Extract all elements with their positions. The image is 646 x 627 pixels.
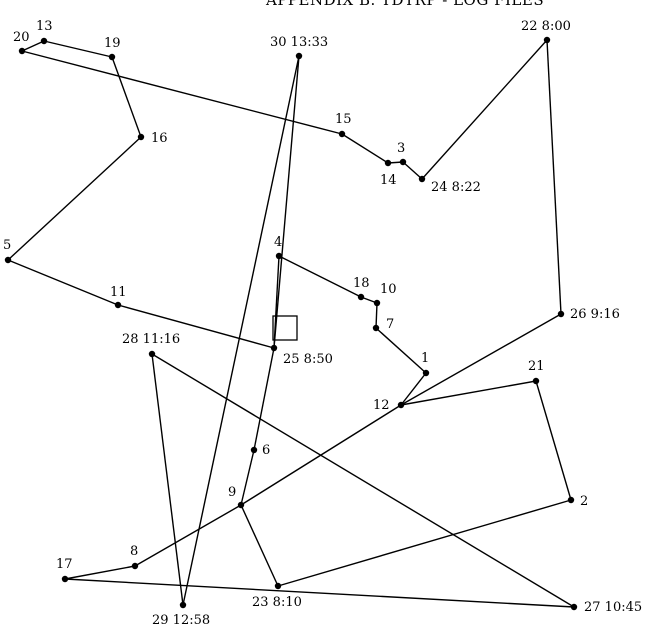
node-label-n1: 1 <box>421 351 429 366</box>
node-n6 <box>251 447 257 453</box>
node-n20 <box>19 48 25 54</box>
node-n13 <box>41 38 47 44</box>
node-label-n8: 8 <box>130 544 138 559</box>
node-n18 <box>358 294 364 300</box>
node-label-n6: 6 <box>262 443 270 458</box>
node-label-n25: 25 8:50 <box>283 352 333 367</box>
node-label-n5: 5 <box>3 238 11 253</box>
node-n4 <box>276 253 282 259</box>
node-n28 <box>149 351 155 357</box>
edge-n19-n16 <box>112 57 141 137</box>
edge-n2-n21 <box>536 381 571 500</box>
edge-n7-n10 <box>376 303 377 328</box>
node-n9 <box>238 502 244 508</box>
edge-n29-n28 <box>152 354 183 605</box>
node-label-n21: 21 <box>528 359 545 374</box>
node-n22 <box>544 37 550 43</box>
node-n3 <box>400 159 406 165</box>
node-n19 <box>109 54 115 60</box>
node-n5 <box>5 257 11 263</box>
node-label-n3: 3 <box>397 141 405 156</box>
node-label-n28: 28 11:16 <box>122 332 180 347</box>
edge-n17-n8 <box>65 566 135 579</box>
edge-n1-n7 <box>376 328 426 373</box>
node-label-n20: 20 <box>13 30 30 45</box>
edge-n28-n27 <box>152 354 574 607</box>
edge-n26-n22 <box>547 40 561 314</box>
node-label-n4: 4 <box>274 235 282 250</box>
node-n27 <box>571 604 577 610</box>
edge-n13-n19 <box>44 41 112 57</box>
node-n23 <box>275 583 281 589</box>
edge-n9-n23 <box>241 505 278 586</box>
node-label-n22: 22 8:00 <box>521 19 571 34</box>
node-n1 <box>423 370 429 376</box>
node-label-n17: 17 <box>56 557 73 572</box>
node-label-n27: 27 10:45 <box>584 600 642 615</box>
edge-n6-n9 <box>241 450 254 505</box>
edge-n8-n9 <box>135 505 241 566</box>
edge-n24-n3 <box>403 162 422 179</box>
node-n29 <box>180 602 186 608</box>
node-label-n19: 19 <box>104 36 121 51</box>
node-label-n29: 29 12:58 <box>152 613 210 627</box>
node-n10 <box>374 300 380 306</box>
node-n2 <box>568 497 574 503</box>
edges-layer <box>8 40 574 607</box>
node-label-n13: 13 <box>36 19 53 34</box>
edge-n12-n1 <box>401 373 426 405</box>
node-label-n7: 7 <box>386 317 394 332</box>
edge-n30-n29 <box>183 56 299 605</box>
node-label-n11: 11 <box>110 285 127 300</box>
node-n30 <box>296 53 302 59</box>
edge-n25-n30 <box>274 56 299 348</box>
node-label-n10: 10 <box>380 282 397 297</box>
node-label-n16: 16 <box>151 131 168 146</box>
node-n16 <box>138 134 144 140</box>
node-n21 <box>533 378 539 384</box>
node-label-n30: 30 13:33 <box>270 35 328 50</box>
node-n14 <box>385 160 391 166</box>
node-label-n24: 24 8:22 <box>431 180 481 195</box>
node-label-n26: 26 9:16 <box>570 307 620 322</box>
node-n26 <box>558 311 564 317</box>
node-n17 <box>62 576 68 582</box>
node-label-n2: 2 <box>580 494 588 509</box>
node-label-n23: 23 8:10 <box>252 595 302 610</box>
node-label-n9: 9 <box>228 485 236 500</box>
node-n11 <box>115 302 121 308</box>
node-label-n12: 12 <box>373 398 390 413</box>
edge-n18-n4 <box>279 256 361 297</box>
node-label-n15: 15 <box>335 112 352 127</box>
edge-n14-n15 <box>342 134 388 163</box>
edge-n23-n2 <box>278 500 571 586</box>
node-n24 <box>419 176 425 182</box>
edge-n25-n6 <box>254 348 274 450</box>
node-n7 <box>373 325 379 331</box>
node-n15 <box>339 131 345 137</box>
node-n12 <box>398 402 404 408</box>
node-n8 <box>132 563 138 569</box>
node-label-n18: 18 <box>353 276 370 291</box>
node-n25 <box>271 345 277 351</box>
nodes-layer <box>5 37 577 610</box>
edge-n22-n24 <box>422 40 547 179</box>
edge-n27-n17 <box>65 579 574 607</box>
node-label-n14: 14 <box>380 173 397 188</box>
edge-n5-n11 <box>8 260 118 305</box>
edge-n16-n5 <box>8 137 141 260</box>
